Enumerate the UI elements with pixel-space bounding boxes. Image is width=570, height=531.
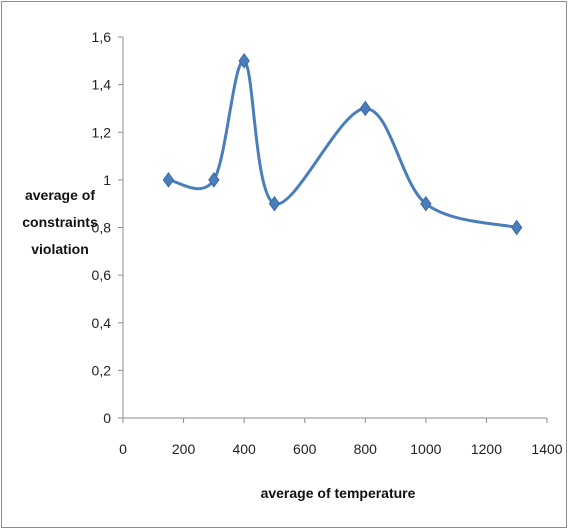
- y-tick-label: 0,8: [92, 220, 112, 236]
- y-tick-label: 0,6: [92, 267, 112, 283]
- y-tick-label: 1,2: [92, 124, 112, 140]
- x-axis-title: average of temperature: [261, 485, 416, 501]
- data-markers: [162, 52, 523, 236]
- y-tick-label: 1: [103, 172, 111, 188]
- y-axis-title-line: violation: [31, 241, 89, 257]
- data-point-marker: [208, 172, 220, 188]
- x-tick-label: 1200: [471, 441, 502, 457]
- x-tick-label: 1000: [410, 441, 441, 457]
- data-point-marker: [238, 52, 250, 69]
- x-tick-label: 1400: [531, 441, 562, 457]
- x-tick-label: 200: [172, 441, 196, 457]
- axes: [122, 37, 547, 419]
- y-tick-label: 1,6: [92, 29, 112, 45]
- y-tick-label: 1,4: [92, 77, 112, 93]
- data-point-marker: [420, 195, 432, 212]
- y-axis-title: average of constraints violation: [22, 187, 98, 257]
- data-point-marker: [162, 172, 175, 188]
- data-point-marker: [511, 219, 523, 236]
- x-tick-label: 0: [119, 441, 127, 457]
- x-tick-label: 800: [354, 441, 378, 457]
- y-tick-label: 0: [103, 410, 111, 426]
- y-axis-title-line: average of: [25, 187, 95, 203]
- data-point-marker: [268, 195, 281, 212]
- y-tick-label: 0,4: [92, 315, 112, 331]
- data-point-marker: [359, 100, 371, 117]
- y-tick-label: 0,2: [92, 362, 112, 378]
- y-axis-title-line: constraints: [22, 214, 98, 230]
- x-tick-label: 400: [232, 441, 256, 457]
- series-line: [166, 59, 519, 229]
- y-tick-labels: 0 0,2 0,4 0,6 0,8 1 1,2 1,4 1,6: [92, 29, 123, 426]
- x-tick-labels: 0 200 400 600 800 1000 1200 1400: [119, 418, 563, 457]
- x-tick-label: 600: [293, 441, 317, 457]
